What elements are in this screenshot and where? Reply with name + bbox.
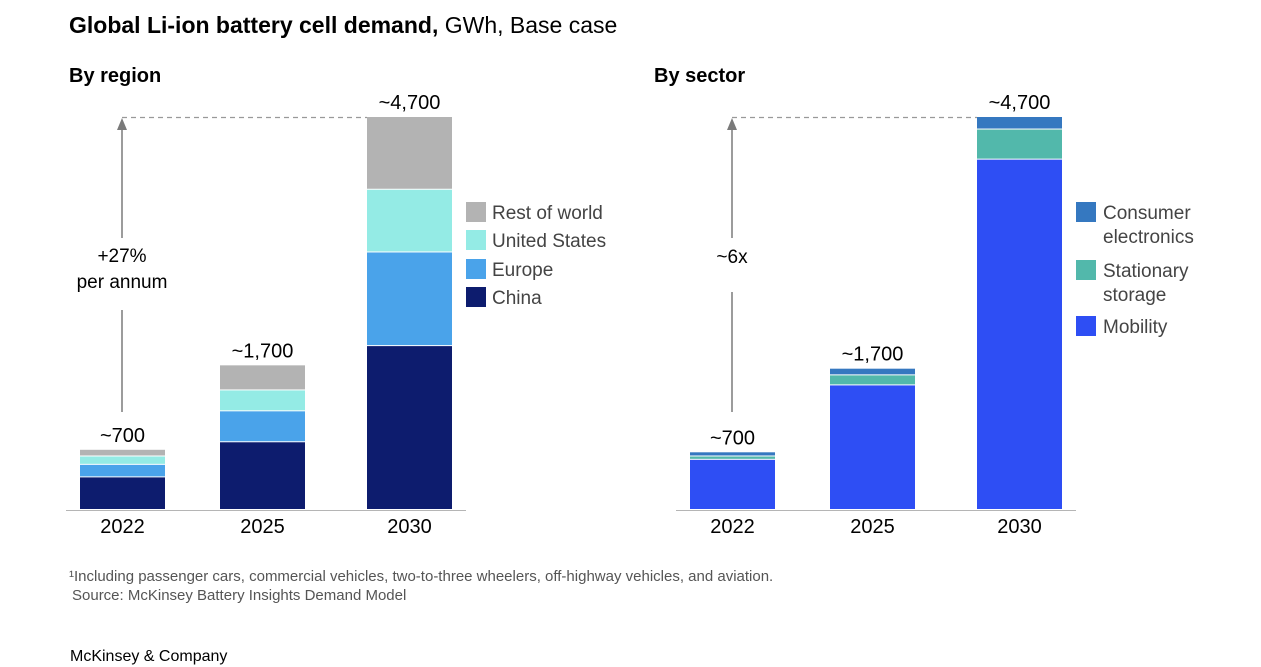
sector-bar-2030-mobility [977,159,1062,509]
sector-bar-2022-consumer-electronics [690,452,775,456]
region-legend-swatch-europe [466,259,486,279]
sector-legend-swatch-stationary-storage [1076,260,1096,280]
region-legend-label-china: China [492,288,542,309]
sector-bar-2025-mobility [830,385,915,509]
sector-legend-label-stationary-storage-line2: storage [1103,285,1166,306]
chart-title-unit: GWh, Base case [438,12,618,38]
sector-bar-2022-mobility [690,459,775,509]
sector-legend-swatch-mobility [1076,316,1096,336]
footnote: ¹Including passenger cars, commercial ve… [69,568,774,585]
region-growth-arrowhead [117,118,127,130]
region-legend-label-rest-of-world: Rest of world [492,203,603,224]
sector-growth-arrowhead [727,118,737,130]
region-bar-2030-united-states [367,189,452,252]
region-bar-2025-europe [220,411,305,442]
sector-x-tick-2025: 2025 [850,516,895,538]
sector-bar-2030-consumer-electronics [977,117,1062,129]
region-legend-label-united-states: United States [492,231,606,252]
region-total-label-2030: ~4,700 [379,92,441,114]
sector-bar-2025-stationary-storage [830,375,915,385]
sector-legend-label-consumer-electronics: Consumer [1103,203,1191,224]
sector-growth-label: ~6x [716,247,748,268]
chart-title: Global Li-ion battery cell demand, GWh, … [69,11,617,39]
sector-bar-2022-stationary-storage [690,456,775,459]
brand-logo-text: McKinsey & Company [70,648,228,665]
sector-legend-label-mobility: Mobility [1103,317,1168,338]
region-bar-2025-united-states [220,390,305,411]
region-x-tick-2022: 2022 [100,516,145,538]
sector-x-tick-2030: 2030 [997,516,1042,538]
region-bar-2022-china [80,477,165,509]
region-growth-label-sub: per annum [77,272,168,293]
region-bar-2022-rest-of-world [80,449,165,456]
sector-panel-title: By sector [654,65,746,87]
region-total-label-2025: ~1,700 [232,340,294,362]
region-legend-swatch-rest-of-world [466,202,486,222]
sector-legend-label-consumer-electronics-line2: electronics [1103,227,1194,248]
region-bar-2030-europe [367,252,452,346]
region-total-label-2022: ~700 [100,425,145,447]
region-bar-2025-rest-of-world [220,365,305,390]
sector-bar-2025-consumer-electronics [830,368,915,375]
region-bar-2022-united-states [80,456,165,464]
region-x-tick-2030: 2030 [387,516,432,538]
sector-bar-2030-stationary-storage [977,129,1062,159]
region-legend-label-europe: Europe [492,260,553,281]
sector-legend-label-stationary-storage: Stationary [1103,261,1189,282]
region-bar-2025-china [220,442,305,509]
sector-total-label-2030: ~4,700 [989,92,1051,114]
sector-x-tick-2022: 2022 [710,516,755,538]
region-legend-swatch-united-states [466,230,486,250]
region-bar-2022-europe [80,464,165,477]
source-note: Source: McKinsey Battery Insights Demand… [72,587,407,604]
sector-total-label-2022: ~700 [710,427,755,449]
chart-title-bold: Global Li-ion battery cell demand, [69,12,439,38]
region-panel-title: By region [69,65,162,87]
region-bar-2030-china [367,346,452,509]
sector-total-label-2025: ~1,700 [842,344,904,366]
region-bar-2030-rest-of-world [367,117,452,189]
sector-legend-swatch-consumer-electronics [1076,202,1096,222]
region-growth-label: +27% [97,246,146,267]
region-x-tick-2025: 2025 [240,516,285,538]
region-legend-swatch-china [466,287,486,307]
